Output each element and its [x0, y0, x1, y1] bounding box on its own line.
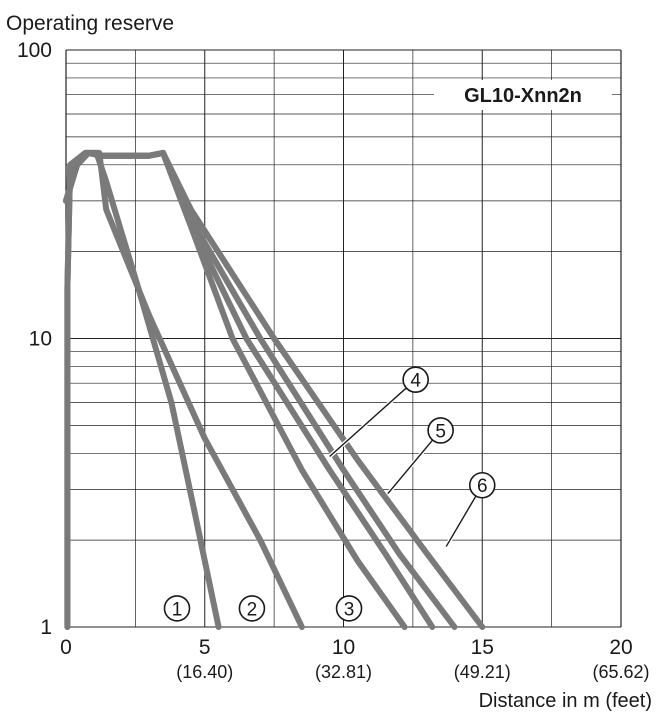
ticks: 0 5(16.40)10(32.81)15(49.21)20(65.62)1101… — [17, 39, 650, 682]
y-axis-title: Operating reserve — [6, 12, 174, 35]
callout-leader — [388, 440, 432, 493]
x-tick-sublabel: (49.21) — [454, 662, 511, 682]
callout-number: 2 — [247, 599, 258, 620]
x-tick-label: 15 — [471, 636, 494, 659]
x-tick-label: 5 — [199, 636, 211, 659]
x-tick-label: 10 — [332, 636, 355, 659]
y-tick-label: 10 — [29, 328, 52, 351]
x-tick-sublabel: (65.62) — [592, 662, 649, 682]
y-tick-label: 1 — [40, 616, 52, 639]
curve-2 — [67, 153, 302, 627]
chart-title: GL10-Xnn2n — [464, 85, 582, 107]
callout-number: 6 — [477, 476, 488, 497]
y-tick-label: 100 — [17, 39, 52, 62]
x-axis-title: Distance in m (feet) — [479, 690, 652, 712]
x-tick-sublabel: (32.81) — [315, 662, 372, 682]
callout-number: 4 — [410, 371, 421, 392]
callout-number: 1 — [172, 599, 183, 620]
callout-leader — [330, 388, 406, 456]
x-tick-label: 20 — [609, 636, 632, 659]
x-tick-sublabel: (16.40) — [176, 662, 233, 682]
x-tick-label: 0 — [60, 636, 72, 659]
annotations: 1 2 3 4 5 6 — [165, 367, 495, 621]
callout-number: 5 — [435, 421, 446, 442]
callout-number: 3 — [344, 599, 355, 620]
callout-leader — [446, 496, 475, 546]
